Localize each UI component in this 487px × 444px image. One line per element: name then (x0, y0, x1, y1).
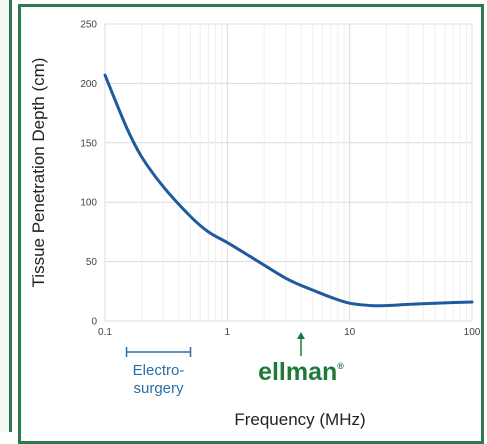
y-tick-label: 100 (80, 198, 97, 209)
penetration-depth-chart: 0 50 100 150 200 250 0.1 1 10 100 Electro- surger… (29, 20, 481, 430)
x-tick-label: 10 (344, 327, 356, 338)
y-tick-label: 250 (80, 20, 97, 31)
penetration-depth-curve (103, 73, 474, 308)
y-axis-title: Tissue Penetration Depth (cm) (29, 58, 48, 288)
adjacent-panel-edge (0, 0, 12, 432)
x-tick-label: 1 (225, 327, 231, 338)
ellman-arrow-head (296, 332, 305, 339)
ellman-annotation: ellman® (258, 332, 344, 386)
ellman-logo: ellman® (258, 358, 344, 386)
tick-labels: 0 50 100 150 200 250 0.1 1 10 100 (80, 20, 480, 339)
y-tick-label: 200 (80, 79, 97, 90)
x-tick-label: 0.1 (98, 327, 112, 338)
y-tick-label: 0 (91, 317, 97, 328)
electrosurgery-label-line2: surgery (134, 380, 185, 397)
y-tick-label: 150 (80, 138, 97, 149)
x-axis-title: Frequency (MHz) (234, 410, 365, 429)
x-tick-label: 100 (464, 327, 481, 338)
electrosurgery-annotation: Electro- surgery (125, 347, 192, 397)
chart-frame (18, 4, 484, 444)
grid-lines (104, 23, 473, 322)
y-tick-label: 50 (86, 257, 98, 268)
electrosurgery-label-line1: Electro- (133, 362, 185, 379)
